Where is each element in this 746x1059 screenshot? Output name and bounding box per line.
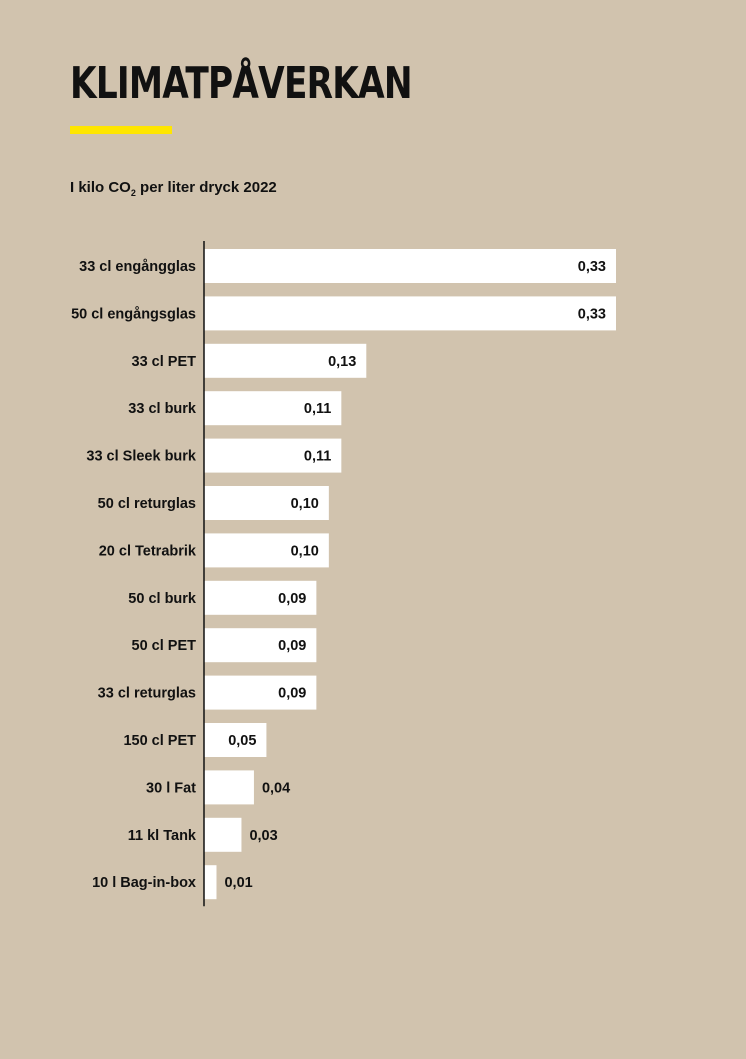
bar (204, 817, 242, 852)
bar (204, 533, 329, 568)
data-label: 0,09 (278, 591, 306, 607)
data-label: 0,03 (249, 828, 277, 844)
data-label: 0,05 (228, 733, 256, 749)
category-label: 150 cl PET (123, 733, 196, 749)
category-label: 50 cl burk (128, 591, 197, 607)
category-label: 50 cl PET (132, 638, 197, 654)
data-label: 0,01 (224, 875, 252, 891)
category-label: 33 cl returglas (98, 686, 196, 702)
data-label: 0,11 (304, 449, 331, 465)
subtitle-subscript: 2 (130, 188, 136, 198)
bar (204, 343, 367, 378)
title-accent-bar (70, 126, 172, 134)
subtitle-text-end: per liter dryck 2022 (135, 179, 277, 196)
bar (204, 770, 254, 805)
chart-subtitle: I kilo CO2 per liter dryck 2022 (70, 179, 277, 198)
bar (204, 249, 616, 283)
category-label: 33 cl PET (132, 354, 197, 370)
bar (204, 675, 317, 710)
category-label: 20 cl Tetrabrik (99, 543, 197, 559)
category-label: 33 cl engångglas (79, 259, 196, 275)
category-label: 11 kl Tank (128, 828, 197, 844)
category-label: 10 l Bag-in-box (92, 875, 196, 891)
category-label: 33 cl Sleek burk (86, 449, 197, 465)
data-label: 0,10 (291, 543, 319, 559)
category-label: 33 cl burk (128, 401, 197, 417)
data-label: 0,33 (578, 259, 606, 275)
bar (204, 580, 317, 615)
subtitle-text: I kilo CO (70, 179, 131, 196)
bar (204, 865, 217, 900)
data-label: 0,04 (262, 780, 290, 796)
data-label: 0,10 (291, 496, 319, 512)
data-label: 0,11 (304, 401, 331, 417)
category-label: 50 cl returglas (98, 496, 196, 512)
bar (204, 296, 616, 331)
category-label: 50 cl engångsglas (71, 306, 196, 322)
category-label: 30 l Fat (146, 780, 196, 796)
bar (204, 486, 329, 520)
data-label: 0,09 (278, 638, 306, 654)
data-label: 0,33 (578, 306, 606, 322)
bar (204, 438, 342, 473)
bar (204, 723, 267, 757)
data-label: 0,09 (278, 686, 306, 702)
bar (204, 628, 317, 663)
bar (204, 391, 342, 426)
chart-title: KLIMATPÅVERKAN (70, 58, 413, 109)
data-label: 0,13 (328, 354, 356, 370)
